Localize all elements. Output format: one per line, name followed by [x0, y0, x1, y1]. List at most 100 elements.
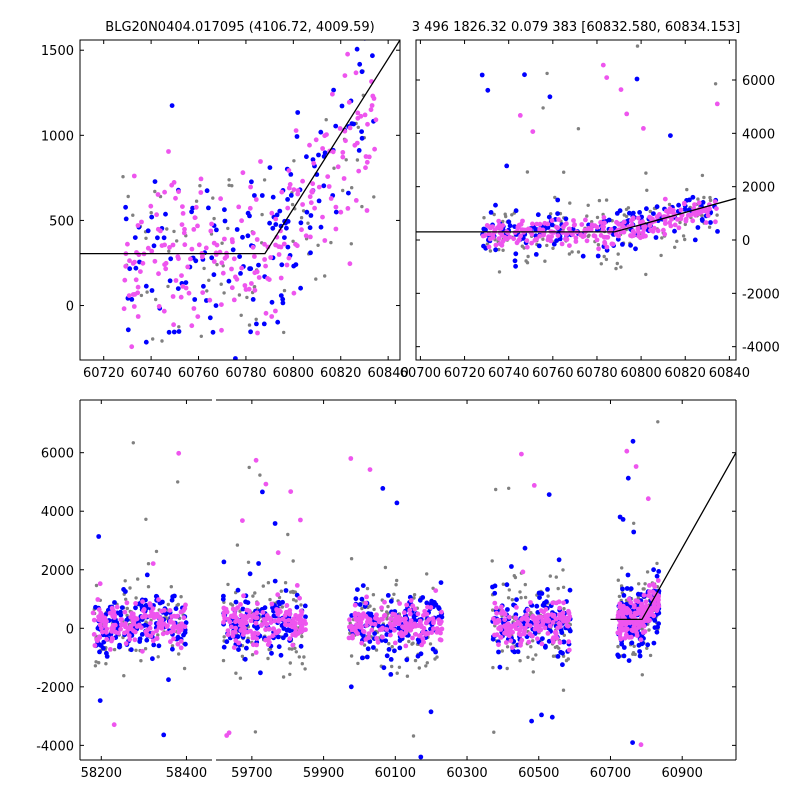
data-point [186, 290, 192, 296]
data-point [519, 451, 524, 457]
data-point [229, 624, 234, 630]
data-point [486, 231, 492, 237]
data-point [298, 608, 304, 614]
data-point [505, 666, 509, 671]
data-point [366, 635, 371, 641]
data-point [690, 218, 696, 224]
data-point [626, 658, 632, 663]
data-point [211, 272, 217, 278]
data-point [692, 202, 697, 208]
data-point [496, 236, 502, 242]
data-point [172, 229, 176, 234]
data-point [151, 243, 157, 249]
data-point [598, 220, 603, 225]
data-point [294, 134, 300, 139]
data-point [526, 655, 530, 659]
data-point [499, 604, 504, 610]
data-point [647, 628, 651, 632]
data-point [254, 269, 260, 275]
data-point [256, 275, 262, 280]
data-point [280, 296, 286, 302]
data-point [129, 297, 135, 302]
data-point [316, 184, 322, 190]
data-point [654, 204, 660, 210]
br-x-tick-label: 60100 [375, 766, 416, 781]
data-point [561, 585, 566, 589]
data-point [648, 215, 654, 221]
data-point [320, 146, 325, 151]
data-point [102, 619, 107, 625]
data-point [700, 213, 704, 218]
data-point [303, 667, 307, 671]
data-point [537, 595, 542, 600]
data-point [523, 595, 528, 600]
data-point [438, 637, 444, 643]
data-point [165, 227, 169, 231]
data-point [506, 596, 511, 600]
data-point [520, 244, 524, 248]
data-point [150, 561, 156, 566]
data-point [505, 607, 510, 612]
data-point [514, 597, 519, 602]
data-point [145, 627, 150, 633]
data-point [176, 189, 182, 195]
data-point [280, 300, 286, 306]
data-point [372, 621, 378, 627]
data-point [699, 217, 705, 222]
data-point [231, 256, 237, 262]
data-point [286, 255, 292, 261]
data-point [425, 572, 429, 576]
data-point [163, 211, 168, 217]
data-point [428, 642, 433, 646]
data-point [551, 241, 557, 247]
data-point [198, 184, 202, 188]
data-point [594, 237, 600, 243]
data-point [222, 616, 228, 621]
data-point [156, 304, 162, 309]
data-point [282, 288, 287, 293]
data-point [140, 599, 145, 604]
data-point [534, 603, 540, 609]
data-point [499, 233, 505, 238]
data-point [407, 611, 413, 617]
data-point [124, 597, 128, 601]
data-point [502, 630, 507, 636]
data-point [279, 189, 285, 195]
data-point [346, 190, 351, 196]
data-point [156, 643, 162, 649]
data-point [395, 671, 399, 675]
data-point [166, 149, 171, 154]
data-point [167, 608, 173, 613]
data-point [383, 565, 388, 570]
tr-y-tick-label: 6000 [742, 74, 775, 89]
data-point [356, 168, 362, 174]
data-point [638, 623, 644, 628]
data-point [154, 636, 160, 641]
data-point [345, 206, 351, 211]
data-point [273, 222, 279, 227]
data-point [286, 532, 290, 537]
data-point [269, 650, 274, 656]
data-point [320, 214, 325, 220]
data-point [91, 632, 97, 637]
data-point [242, 283, 248, 288]
data-point [366, 631, 372, 636]
data-point [491, 608, 495, 612]
data-point [498, 635, 504, 640]
data-point [566, 608, 571, 614]
data-point [703, 220, 709, 226]
data-point [248, 329, 254, 335]
data-point [295, 191, 301, 197]
data-point [431, 618, 437, 624]
data-point [299, 603, 303, 607]
data-point [662, 196, 668, 202]
data-point [147, 613, 153, 619]
data-point [169, 585, 173, 589]
data-point [519, 596, 523, 600]
data-point [560, 662, 565, 668]
data-point [178, 624, 184, 630]
data-point [275, 550, 281, 556]
data-point [616, 610, 622, 615]
data-point [372, 146, 377, 152]
data-point [352, 602, 358, 608]
